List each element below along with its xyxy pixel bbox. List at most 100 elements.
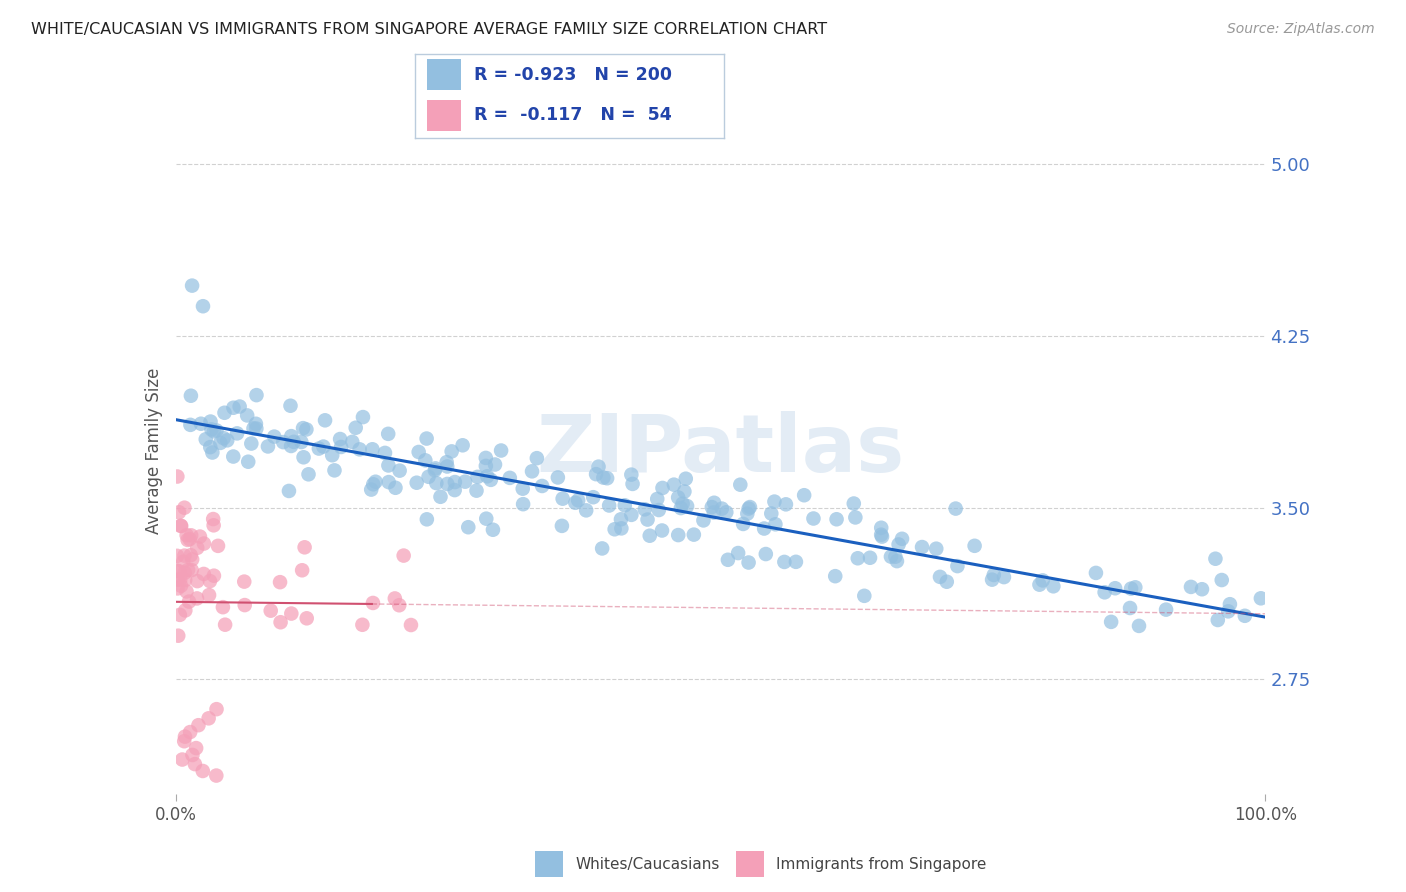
Point [177,594,200,608]
Point [773,555,796,569]
Point [364,475,387,489]
Point [423,463,446,477]
Point [260,604,283,618]
Point [1028,577,1050,591]
Point [648,503,671,517]
Point [173,734,195,748]
Text: R = -0.923   N = 200: R = -0.923 N = 200 [474,66,672,84]
Point [193,566,215,581]
Point [245,417,267,431]
Point [582,490,605,504]
Point [297,467,319,482]
Point [1119,582,1142,596]
Point [209,436,232,450]
Point [567,493,589,508]
Point [186,541,208,555]
Point [727,546,749,560]
Point [981,573,1004,587]
Point [308,442,330,456]
Point [592,470,614,484]
Point [238,455,260,469]
Point [377,475,399,489]
Point [482,523,505,537]
Point [191,764,214,778]
Point [638,529,661,543]
Point [166,573,188,587]
Point [295,611,318,625]
Point [547,470,569,484]
Y-axis label: Average Family Size: Average Family Size [145,368,163,533]
Point [738,500,761,514]
Point [170,518,193,533]
Point [717,553,740,567]
Point [240,436,263,450]
Point [245,388,267,402]
Point [1128,619,1150,633]
Point [610,521,633,535]
Point [295,422,318,436]
Point [752,522,775,536]
Point [349,442,371,457]
Point [416,512,439,526]
Point [180,389,202,403]
Point [884,549,907,564]
Point [278,483,301,498]
Point [166,469,188,483]
Point [186,591,208,606]
Point [179,725,201,739]
Point [1180,580,1202,594]
Point [1211,573,1233,587]
Point [280,439,302,453]
Point [388,599,411,613]
Point [174,573,197,587]
Point [233,598,256,612]
Point [755,547,778,561]
Point [263,429,285,443]
Point [180,548,202,562]
Point [425,476,447,491]
Point [621,476,644,491]
Point [775,497,797,511]
Point [179,417,201,432]
Point [344,421,367,435]
Point [440,444,463,458]
Point [377,458,399,473]
Point [1123,580,1146,594]
Point [193,536,215,550]
Point [925,541,948,556]
Point [271,435,294,450]
Point [666,528,689,542]
Point [716,505,738,519]
Point [352,410,374,425]
Point [669,501,692,516]
Point [651,481,673,495]
Point [662,477,685,491]
Point [512,482,534,496]
Point [361,477,384,491]
Point [467,470,489,484]
Point [425,461,447,475]
Point [945,501,967,516]
Point [457,520,479,534]
Point [475,450,498,465]
Point [201,445,224,459]
Point [205,424,228,438]
Point [477,469,499,483]
Point [169,573,191,587]
Point [603,522,626,536]
Point [935,574,957,589]
Point [1233,608,1256,623]
Text: Source: ZipAtlas.com: Source: ZipAtlas.com [1227,22,1375,37]
Point [180,528,202,542]
Point [1104,581,1126,595]
Point [312,440,335,454]
Point [342,434,364,449]
Point [202,568,225,582]
Point [323,463,346,477]
Point [170,519,193,533]
Point [763,517,786,532]
Point [575,503,598,517]
Point [167,564,190,578]
FancyBboxPatch shape [735,852,763,877]
Point [465,483,488,498]
